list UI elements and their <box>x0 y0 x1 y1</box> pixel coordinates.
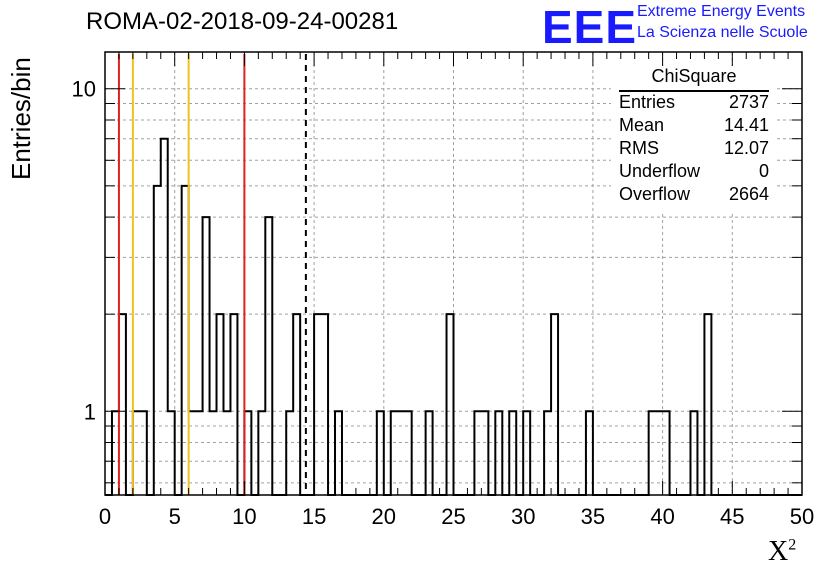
stat-row-rms: RMS 12.07 <box>611 138 777 161</box>
histogram-bin <box>161 139 168 495</box>
eee-logo: EEE <box>542 1 638 53</box>
x-tick-label: 10 <box>232 504 256 529</box>
histogram-bin <box>447 314 454 495</box>
stat-value: 14.41 <box>723 115 769 135</box>
y-axis-label: Entries/bin <box>6 57 36 180</box>
x-tick-label: 40 <box>650 504 674 529</box>
stat-value: 0 <box>758 161 769 181</box>
y-tick-label: 10 <box>72 77 96 102</box>
x-tick-label: 20 <box>372 504 396 529</box>
x-tick-label: 25 <box>441 504 465 529</box>
stat-label: Underflow <box>619 161 701 181</box>
x-tick-label: 30 <box>511 504 535 529</box>
histogram-bin <box>704 314 711 495</box>
logo-tagline-1: Extreme Energy Events <box>637 3 806 20</box>
histogram-bin <box>154 186 161 495</box>
x-axis-label: X2 <box>768 536 796 568</box>
stat-value: 2664 <box>728 184 769 204</box>
stat-row-entries: Entries 2737 <box>611 92 777 115</box>
stat-value: 12.07 <box>723 138 769 158</box>
histogram-bin <box>551 314 558 495</box>
stat-label: Mean <box>619 115 665 135</box>
x-tick-label: 15 <box>302 504 326 529</box>
histogram-bin <box>321 314 328 495</box>
histogram-bin <box>265 217 272 495</box>
stat-row-overflow: Overflow 2664 <box>611 184 777 207</box>
y-tick-label: 1 <box>84 399 96 424</box>
histogram-bin <box>293 314 300 495</box>
stats-title: ChiSquare <box>619 66 769 92</box>
x-axis-label-superscript: 2 <box>788 536 797 554</box>
histogram-bin <box>230 314 237 495</box>
histogram-bin <box>314 314 321 495</box>
stat-value: 2737 <box>728 92 769 112</box>
logo-tagline-2: La Scienza nelle Scuole <box>637 24 808 41</box>
stat-label: RMS <box>619 138 659 158</box>
histogram-bin <box>203 217 210 495</box>
chart-title: ROMA-02-2018-09-24-00281 <box>86 8 399 35</box>
stat-label: Overflow <box>619 184 691 204</box>
stat-row-mean: Mean 14.41 <box>611 115 777 138</box>
stats-box: ChiSquare Entries 2737 Mean 14.41 RMS 12.07… <box>611 66 777 212</box>
histogram-bin <box>119 314 126 495</box>
x-tick-label: 0 <box>99 504 111 529</box>
stat-row-underflow: Underflow 0 <box>611 161 777 184</box>
x-tick-label: 5 <box>169 504 181 529</box>
stat-label: Entries <box>619 92 676 112</box>
x-tick-label: 45 <box>720 504 744 529</box>
x-axis-label-base: X <box>768 536 789 567</box>
histogram-bin <box>217 314 224 495</box>
x-tick-label: 50 <box>790 504 814 529</box>
x-tick-label: 35 <box>581 504 605 529</box>
histogram-bin <box>182 186 189 495</box>
